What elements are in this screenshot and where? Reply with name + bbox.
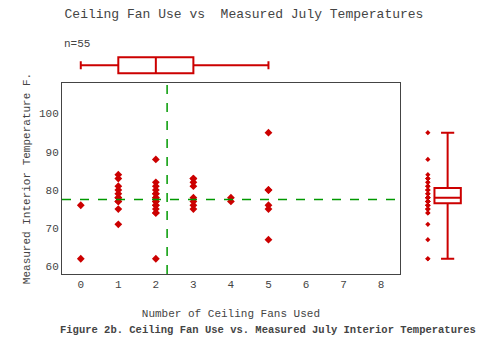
svg-text:8: 8 <box>378 279 385 291</box>
svg-text:Ceiling Fan Use vs Measured J: Ceiling Fan Use vs Measured July Tempera… <box>65 7 424 22</box>
svg-text:90: 90 <box>46 147 59 159</box>
svg-text:3: 3 <box>190 279 197 291</box>
svg-text:4: 4 <box>228 279 235 291</box>
svg-text:1: 1 <box>115 279 122 291</box>
svg-text:2: 2 <box>153 279 160 291</box>
svg-text:Measured Interior Temperature: Measured Interior Temperature F. <box>21 73 33 284</box>
svg-text:n=55: n=55 <box>64 38 90 50</box>
svg-text:Figure 2b. Ceiling Fan Use vs.: Figure 2b. Ceiling Fan Use vs. Measured … <box>60 324 476 336</box>
svg-text:7: 7 <box>340 279 347 291</box>
svg-text:6: 6 <box>303 279 310 291</box>
svg-text:100: 100 <box>39 108 59 120</box>
svg-text:Number of Ceiling Fans Used: Number of Ceiling Fans Used <box>142 308 320 320</box>
svg-text:60: 60 <box>46 261 59 273</box>
svg-text:80: 80 <box>46 185 59 197</box>
svg-text:70: 70 <box>46 223 59 235</box>
svg-text:5: 5 <box>265 279 272 291</box>
svg-text:0: 0 <box>77 279 84 291</box>
